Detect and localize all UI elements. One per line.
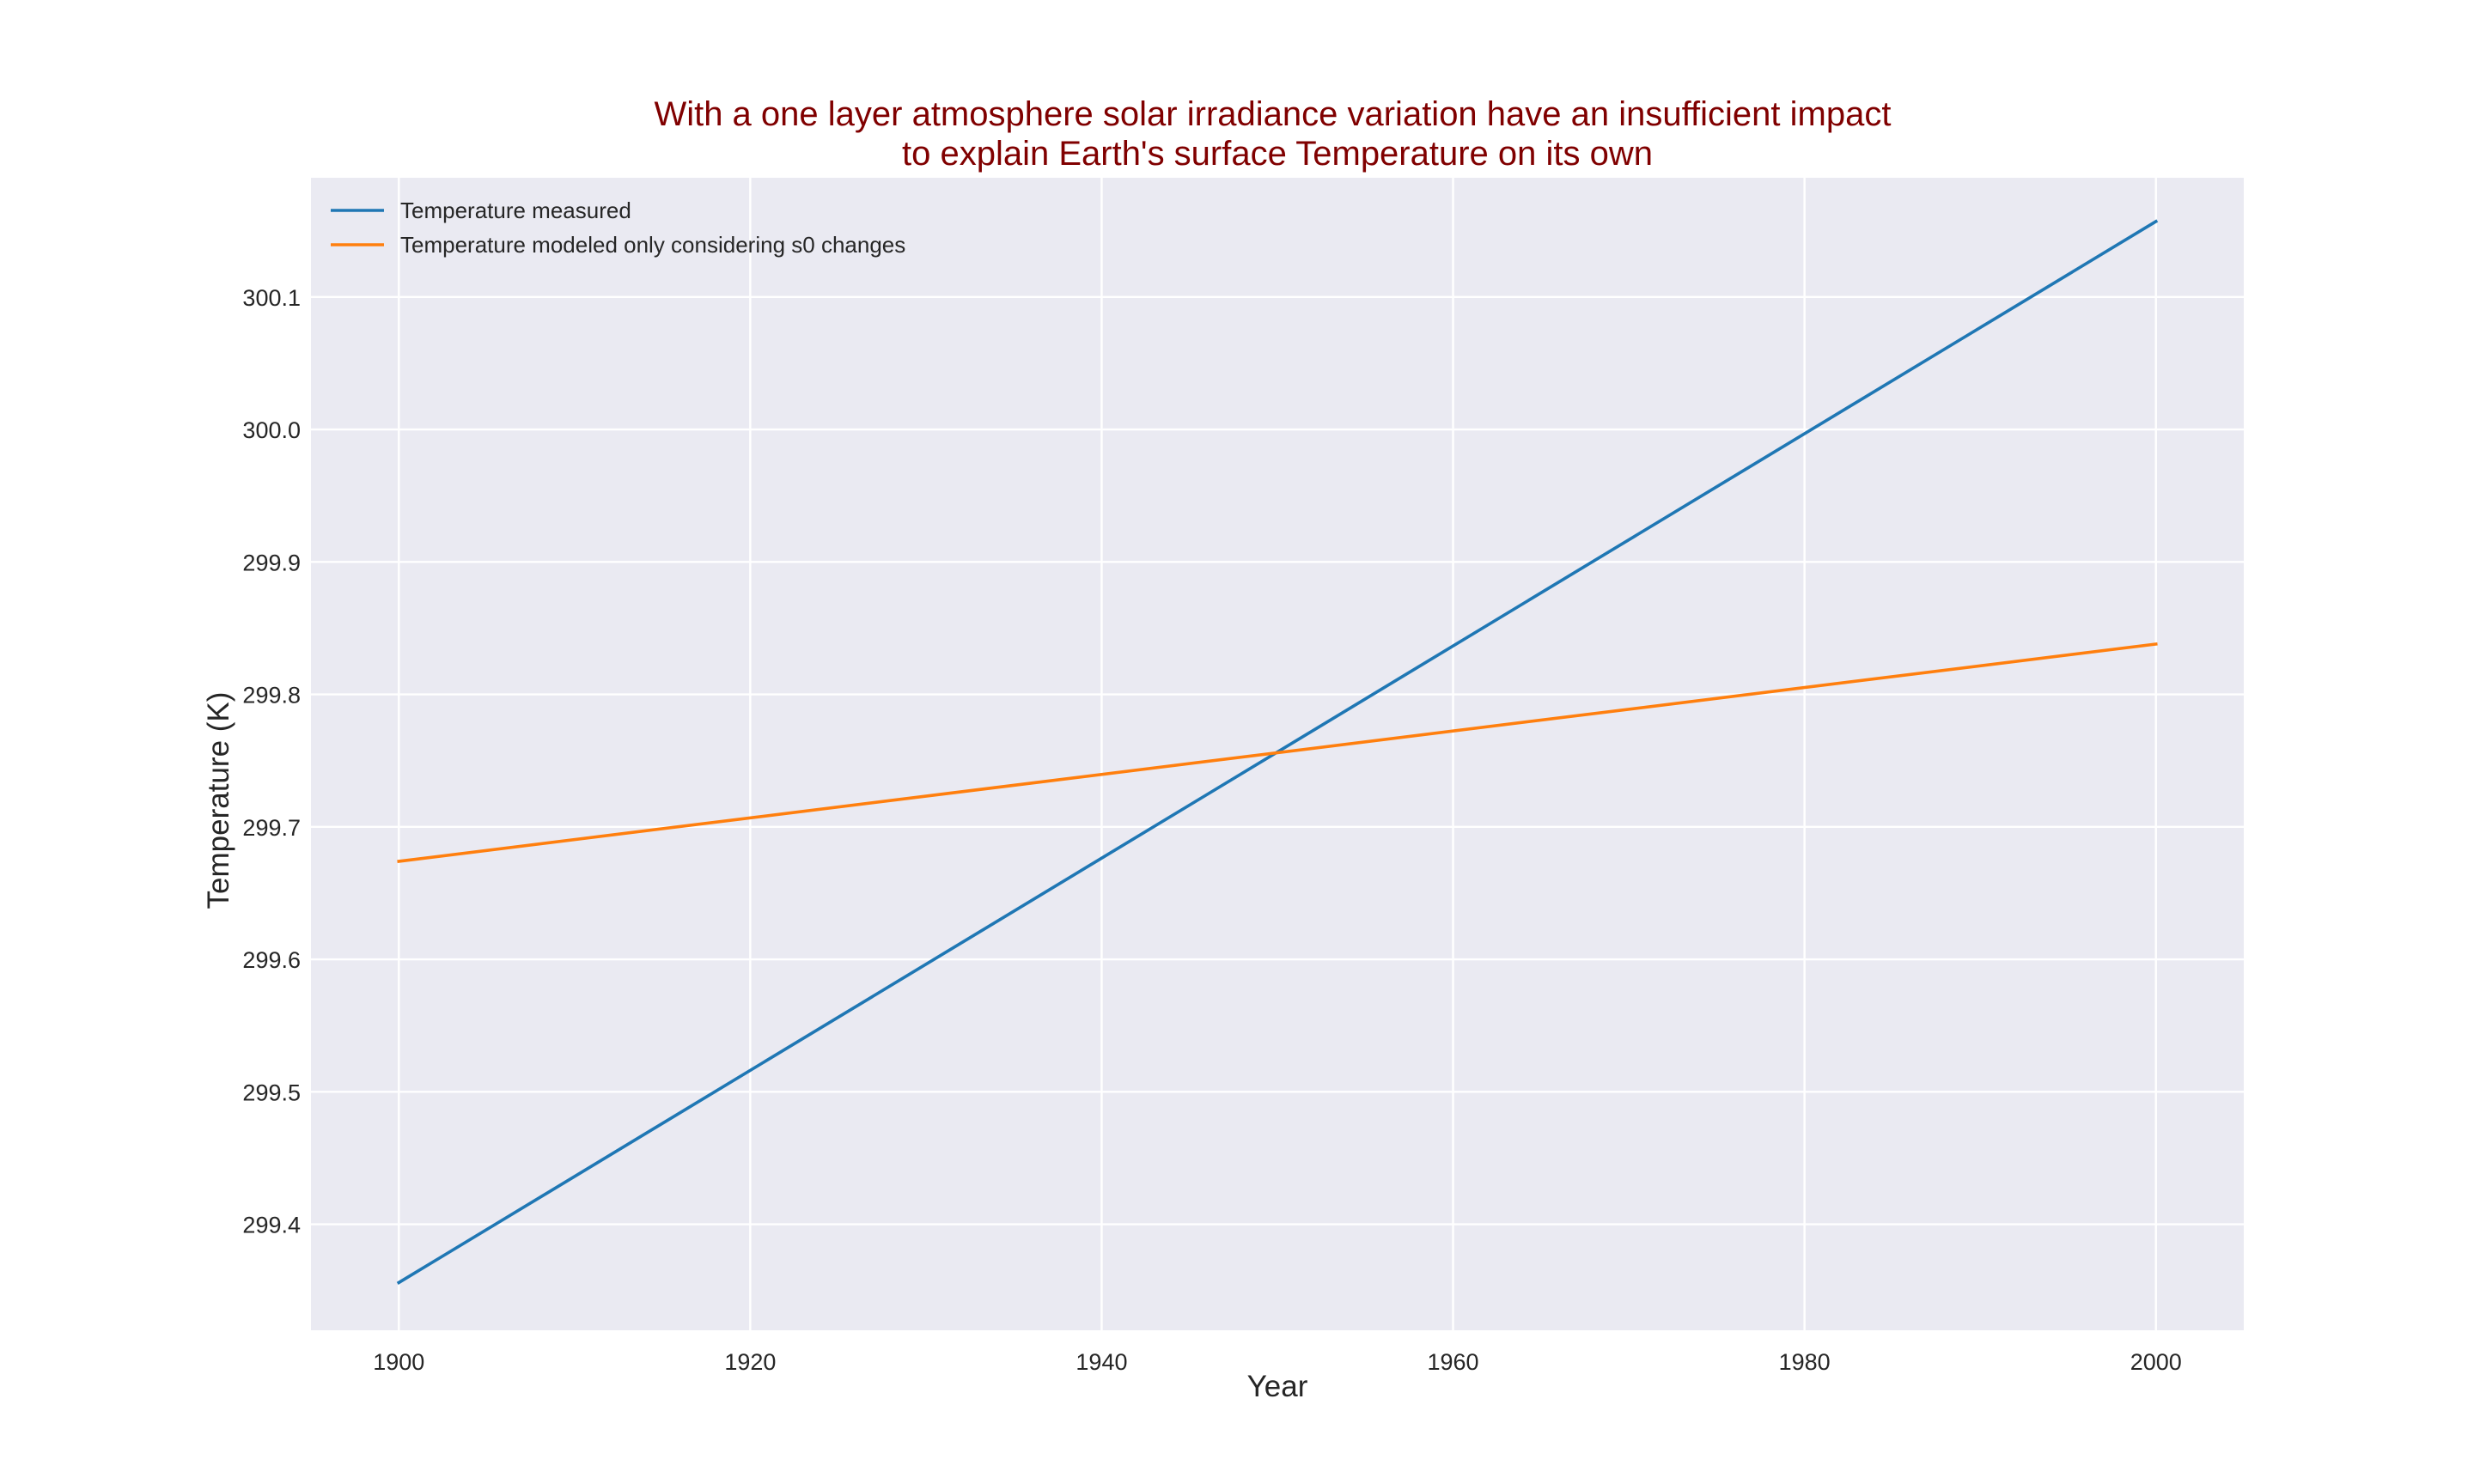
x-tick-label: 1900	[373, 1349, 424, 1375]
x-axis-ticks: 1900 1920 1940 1960 1980 2000	[373, 1349, 2182, 1375]
x-tick-label: 1960	[1428, 1349, 1479, 1375]
x-axis-label: Year	[1247, 1370, 1308, 1403]
legend: Temperature measured Temperature modeled …	[331, 198, 905, 258]
grid-lines	[311, 178, 2244, 1330]
y-tick-label: 299.9	[242, 550, 301, 575]
chart-title-line-2: to explain Earth's surface Temperature o…	[902, 135, 1653, 173]
x-tick-label: 1980	[1779, 1349, 1831, 1375]
y-tick-label: 300.0	[242, 417, 301, 443]
x-tick-label: 1940	[1076, 1349, 1127, 1375]
y-tick-label: 299.5	[242, 1080, 301, 1105]
y-tick-label: 299.8	[242, 683, 301, 709]
y-tick-label: 300.1	[242, 285, 301, 311]
y-tick-label: 299.4	[242, 1213, 301, 1238]
y-tick-label: 299.7	[242, 815, 301, 841]
chart-title: With a one layer atmosphere solar irradi…	[654, 95, 1900, 173]
x-tick-label: 2000	[2130, 1349, 2182, 1375]
series-line-2	[397, 642, 2158, 863]
y-axis-label: Temperature (K)	[202, 692, 235, 909]
y-tick-label: 299.6	[242, 947, 301, 973]
chart-title-line-1: With a one layer atmosphere solar irradi…	[654, 95, 1891, 133]
series-lines	[396, 219, 2159, 1285]
legend-label: Temperature measured	[400, 198, 631, 223]
legend-label: Temperature modeled only considering s0 …	[400, 232, 905, 258]
x-tick-label: 1920	[724, 1349, 776, 1375]
y-axis-ticks: 299.4 299.5 299.6 299.7 299.8 299.9 300.0 300.1	[242, 285, 301, 1238]
